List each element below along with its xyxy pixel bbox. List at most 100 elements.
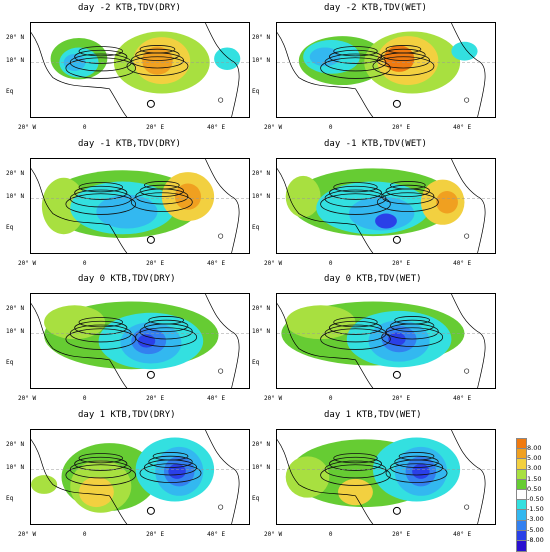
map-panel (276, 158, 496, 254)
legend-swatch (516, 539, 527, 552)
coastline (451, 294, 486, 388)
x-tick-label: 40° E (453, 260, 472, 267)
contour-line (135, 327, 198, 347)
contour-line (385, 323, 439, 340)
anomaly-region (96, 194, 158, 229)
legend-row: -5.00 (516, 519, 550, 534)
map-svg (277, 294, 495, 388)
contour-line (130, 192, 193, 212)
contour-line (385, 184, 430, 197)
contour-line (78, 317, 123, 328)
coastline (31, 303, 128, 388)
y-tick-label: 10° N (6, 464, 25, 472)
contour-line (78, 182, 123, 193)
x-tick-label: 20° E (392, 395, 411, 402)
contour-line (381, 48, 426, 61)
y-tick-label: 20° N (6, 440, 25, 448)
map-panel (30, 293, 250, 389)
lake-outline (392, 370, 401, 379)
x-tick-label: 20° E (392, 260, 411, 267)
lake-outline (146, 370, 155, 379)
lake-outline (146, 99, 155, 108)
x-tick-label: 20° W (18, 260, 37, 267)
coastline (451, 159, 486, 253)
contour-line (65, 193, 137, 215)
map-svg (31, 294, 249, 388)
legend-row: -0.50 (516, 488, 550, 503)
legend-row: 5.00 (516, 448, 550, 462)
contour-line (328, 49, 383, 64)
contour-line (376, 192, 439, 212)
x-tick-label: 0 (82, 260, 87, 267)
contour-line (328, 320, 383, 335)
lake-outline (464, 368, 470, 374)
y-tick-label: Eq (6, 358, 14, 366)
contour-line (333, 182, 378, 193)
anomaly-region (285, 305, 356, 340)
x-tick-label: 20° W (18, 395, 37, 402)
x-tick-label: 20° E (146, 124, 165, 131)
contour-line (74, 49, 128, 64)
x-tick-label: 20° W (264, 260, 283, 267)
anomaly-region (412, 463, 430, 479)
legend-row: 0.50 (516, 478, 550, 493)
coastline (205, 294, 240, 388)
lake-outline (392, 235, 401, 244)
x-tick-label: 20° E (392, 531, 411, 538)
coastline (277, 32, 374, 117)
lake-outline (464, 97, 470, 103)
panel-title: day -2 KTB,TDV(WET) (324, 3, 427, 13)
coastline (277, 168, 374, 253)
anomaly-region (375, 213, 397, 229)
lake-outline (146, 235, 155, 244)
legend-label: -0.50 (527, 494, 544, 503)
contour-line (139, 463, 202, 483)
colorbar-legend: 8.00 5.00 3.00 1.50 0.50 -0.50 -1.50 -3.00 -5.00… (516, 438, 550, 552)
x-tick-label: 0 (328, 124, 333, 131)
legend-row: 8.00 (516, 438, 550, 452)
contour-line (126, 56, 189, 76)
contour-line (333, 46, 378, 57)
y-tick-label: 10° N (6, 57, 25, 65)
map-panel (276, 429, 496, 525)
map-panel (30, 158, 250, 254)
coastline (277, 303, 374, 388)
contour-line (333, 317, 378, 328)
legend-label: -8.00 (527, 535, 544, 544)
contour-line (139, 323, 193, 340)
map-svg (277, 430, 495, 524)
y-tick-label: 20° N (252, 304, 271, 312)
contour-line (135, 48, 180, 61)
legend-label: -3.00 (527, 515, 544, 524)
x-tick-label: 40° E (453, 124, 472, 131)
lake-outline (218, 504, 224, 510)
anomaly-region (338, 478, 373, 506)
x-tick-label: 20° W (264, 395, 283, 402)
contour-line (65, 464, 137, 486)
legend-label: -5.00 (527, 525, 544, 534)
y-tick-label: 10° N (252, 193, 271, 201)
contour-line (78, 453, 123, 464)
map-svg (31, 430, 249, 524)
y-tick-label: Eq (6, 223, 14, 231)
map-panel (276, 293, 496, 389)
x-tick-label: 20° W (264, 124, 283, 131)
legend-row: 3.00 (516, 458, 550, 472)
x-tick-label: 40° E (453, 531, 472, 538)
contour-line (143, 459, 198, 476)
contour-line (320, 328, 391, 350)
contour-line (385, 463, 448, 483)
coastline (205, 430, 240, 524)
contour-line (320, 464, 391, 486)
contour-line (65, 57, 137, 79)
coastline (451, 23, 486, 117)
x-tick-label: 20° E (146, 531, 165, 538)
coastline (205, 23, 240, 117)
contour-line (389, 459, 444, 476)
lake-outline (392, 506, 401, 515)
y-tick-label: 20° N (252, 33, 271, 41)
anomaly-region (63, 54, 86, 71)
x-tick-label: 0 (82, 531, 87, 538)
contour-line (74, 185, 128, 200)
coastline (205, 159, 240, 253)
